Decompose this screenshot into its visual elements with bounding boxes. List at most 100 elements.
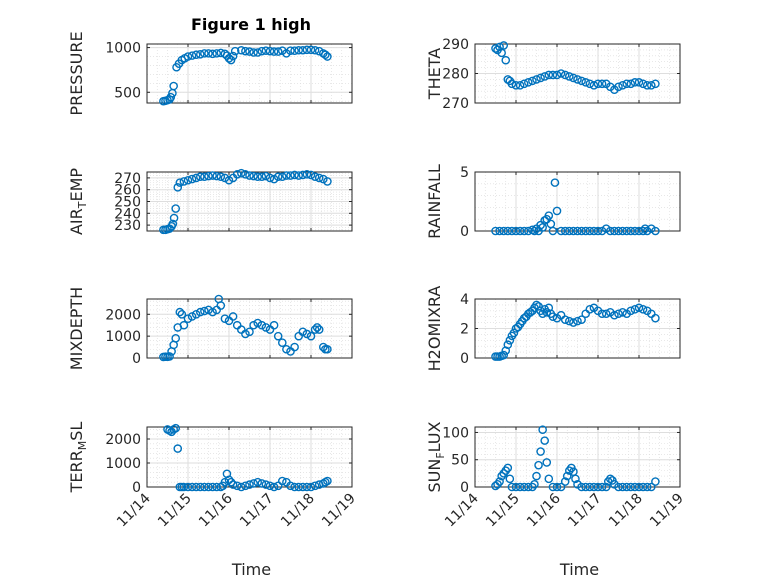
data-point [630, 482, 640, 492]
data-point [610, 310, 619, 320]
x-axis-label: Time [559, 560, 599, 579]
data-point [175, 178, 185, 187]
data-point [542, 307, 552, 317]
data-point [306, 45, 316, 55]
data-point [228, 51, 238, 61]
data-point [232, 481, 242, 491]
data-point [169, 81, 178, 91]
data-point [195, 49, 205, 59]
data-point [286, 481, 295, 491]
y-tick-label: 230 [114, 218, 141, 234]
data-point [630, 226, 640, 236]
data-point [638, 305, 648, 314]
data-point [630, 305, 640, 314]
data-point [544, 70, 554, 80]
data-point [626, 226, 636, 236]
data-point [200, 482, 209, 492]
data-point [241, 46, 250, 56]
data-point [290, 482, 299, 492]
x-axis-label: Time [231, 560, 271, 579]
data-point [183, 314, 193, 323]
data-point [318, 342, 328, 352]
data-point [323, 476, 332, 486]
data-point [606, 226, 615, 236]
data-point [614, 309, 623, 319]
data-point [236, 482, 246, 492]
data-point [532, 471, 541, 481]
x-tick-label: 11/15 [483, 491, 523, 531]
data-point [273, 172, 283, 182]
data-point [173, 444, 183, 453]
data-point [302, 329, 312, 339]
data-point [634, 482, 644, 492]
data-point [187, 482, 197, 492]
data-point [495, 226, 504, 236]
y-axis-label: PRESSURE [67, 31, 86, 115]
data-point [228, 312, 238, 321]
data-point [195, 172, 205, 182]
data-point [569, 73, 578, 83]
data-point [638, 79, 648, 89]
data-point [593, 482, 603, 492]
data-point [507, 79, 517, 89]
data-point [314, 46, 324, 56]
data-point [618, 307, 627, 317]
plot-area [475, 172, 680, 231]
data-point [191, 309, 201, 319]
data-point [224, 54, 234, 63]
data-point [204, 171, 213, 181]
data-point [597, 79, 607, 89]
data-point [249, 48, 258, 57]
data-point [187, 312, 197, 321]
data-point [312, 323, 322, 332]
data-point [585, 79, 595, 89]
y-tick-label: 500 [114, 85, 141, 101]
data-point [177, 309, 187, 319]
data-point [507, 482, 517, 492]
data-point [236, 45, 246, 55]
data-point [277, 476, 287, 486]
data-point [524, 78, 533, 87]
data-point [552, 482, 562, 492]
data-point [253, 318, 263, 328]
data-point [530, 226, 539, 236]
data-point [310, 45, 320, 55]
data-point [501, 55, 511, 65]
data-point [286, 171, 295, 180]
data-point [524, 226, 533, 236]
data-point [253, 48, 263, 57]
data-point [647, 81, 656, 90]
y-tick-label: 270 [442, 96, 469, 112]
data-point [505, 474, 515, 484]
data-point [544, 211, 554, 220]
data-point [585, 482, 595, 492]
data-point [560, 315, 570, 324]
data-point [302, 45, 312, 55]
y-tick-label: 0 [132, 480, 141, 496]
data-point [269, 482, 279, 492]
data-point [261, 171, 271, 181]
data-point [298, 45, 308, 55]
data-point [647, 482, 656, 492]
data-point [651, 477, 660, 486]
data-point [577, 482, 586, 492]
data-point [302, 170, 312, 179]
data-point [200, 306, 209, 316]
data-point [573, 75, 582, 84]
data-point [569, 226, 578, 236]
y-tick-label: 260 [114, 183, 141, 199]
data-point [565, 226, 574, 236]
data-point [204, 305, 213, 315]
data-point [618, 226, 627, 236]
data-point [261, 323, 271, 332]
data-point [171, 423, 180, 433]
data-point [606, 474, 615, 484]
y-tick-label: 2000 [105, 432, 141, 448]
data-point [532, 75, 541, 84]
data-point [651, 226, 660, 236]
data-point [179, 320, 189, 330]
data-point [589, 226, 599, 236]
data-point [298, 170, 308, 180]
